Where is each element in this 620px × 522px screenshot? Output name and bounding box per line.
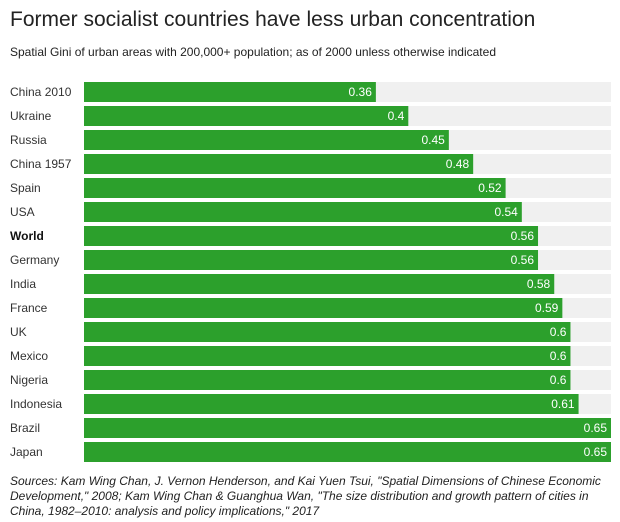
- chart-title: Former socialist countries have less urb…: [10, 8, 536, 31]
- data-label: 0.6: [550, 325, 567, 339]
- bar: [84, 418, 611, 438]
- category-label: India: [10, 277, 36, 291]
- category-label: France: [10, 301, 48, 315]
- data-label: 0.65: [584, 421, 608, 435]
- bar: [84, 322, 571, 342]
- bar: [84, 370, 571, 390]
- data-label: 0.56: [511, 229, 535, 243]
- source-note: Sources: Kam Wing Chan, J. Vernon Hender…: [10, 474, 601, 518]
- category-label: Indonesia: [10, 397, 62, 411]
- data-label: 0.6: [550, 373, 567, 387]
- category-label: China 2010: [10, 85, 72, 99]
- data-label: 0.58: [527, 277, 551, 291]
- data-label: 0.61: [551, 397, 575, 411]
- category-label: Germany: [10, 253, 59, 267]
- bar: [84, 226, 539, 246]
- bar: [84, 298, 563, 318]
- data-label: 0.59: [535, 301, 559, 315]
- chart-subtitle: Spatial Gini of urban areas with 200,000…: [10, 45, 496, 59]
- bar: [84, 274, 555, 294]
- bar-chart: China 2010 0.36 Ukraine 0.4 Russia 0.45 China …: [10, 82, 611, 462]
- bar: [84, 250, 539, 270]
- category-label: Spain: [10, 181, 41, 195]
- bar: [84, 106, 409, 126]
- data-label: 0.4: [388, 109, 405, 123]
- bar: [84, 82, 376, 102]
- data-label: 0.54: [494, 205, 518, 219]
- bar: [84, 178, 506, 198]
- data-label: 0.65: [584, 445, 608, 459]
- bar: [84, 130, 449, 150]
- category-label: Mexico: [10, 349, 48, 363]
- data-label: 0.56: [511, 253, 535, 267]
- data-label: 0.6: [550, 349, 567, 363]
- data-label: 0.36: [349, 85, 373, 99]
- category-label: USA: [10, 205, 35, 219]
- data-label: 0.52: [478, 181, 502, 195]
- bar: [84, 202, 522, 222]
- bar: [84, 394, 579, 414]
- category-label: Brazil: [10, 421, 40, 435]
- category-label: UK: [10, 325, 27, 339]
- bar: [84, 442, 611, 462]
- category-label: China 1957: [10, 157, 72, 171]
- data-label: 0.48: [446, 157, 470, 171]
- category-label: World: [10, 229, 44, 243]
- bar: [84, 346, 571, 366]
- category-label: Japan: [10, 445, 43, 459]
- data-label: 0.45: [421, 133, 445, 147]
- category-label: Ukraine: [10, 109, 52, 123]
- category-label: Nigeria: [10, 373, 48, 387]
- category-label: Russia: [10, 133, 47, 147]
- bar: [84, 154, 474, 174]
